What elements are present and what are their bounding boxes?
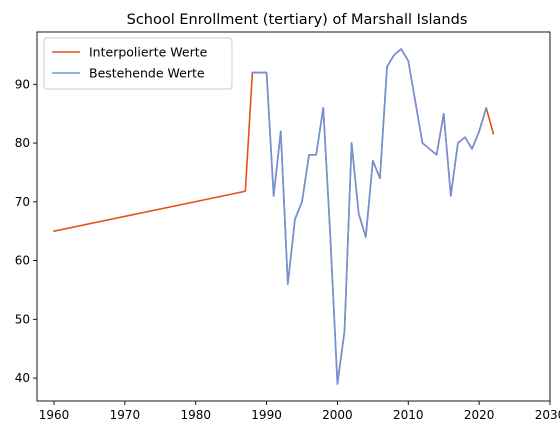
y-tick-label-70: 70 [15, 195, 30, 209]
y-tick-label-40: 40 [15, 371, 30, 385]
y-tick-label-90: 90 [15, 77, 30, 91]
plot-frame [36, 31, 551, 402]
legend-label-1: Interpolierte Werte [89, 45, 208, 60]
plot-lines [53, 48, 495, 385]
x-tick-label-2020: 2020 [464, 408, 495, 422]
x-tick-label-2010: 2010 [393, 408, 424, 422]
x-tick-label-1980: 1980 [180, 408, 211, 422]
series-line-2 [251, 48, 488, 385]
y-tick-label-60: 60 [15, 254, 30, 268]
x-tick-label-2000: 2000 [322, 408, 353, 422]
x-tick-label-1970: 1970 [110, 408, 141, 422]
legend-box [43, 37, 233, 90]
x-tick-label-1960: 1960 [39, 408, 70, 422]
x-tick-label-1990: 1990 [251, 408, 282, 422]
chart-title: School Enrollment (tertiary) of Marshall… [127, 12, 468, 28]
y-tick-label-50: 50 [15, 312, 30, 326]
y-tick-label-80: 80 [15, 136, 30, 150]
legend-label-2: Bestehende Werte [89, 66, 205, 81]
legend: Interpolierte Werte Bestehende Werte [43, 37, 233, 90]
x-tick-label-2030: 2030 [535, 408, 560, 422]
axes: 1960 1970 1980 1990 2000 2010 2020 2030 40 50 60 70… [15, 31, 560, 422]
